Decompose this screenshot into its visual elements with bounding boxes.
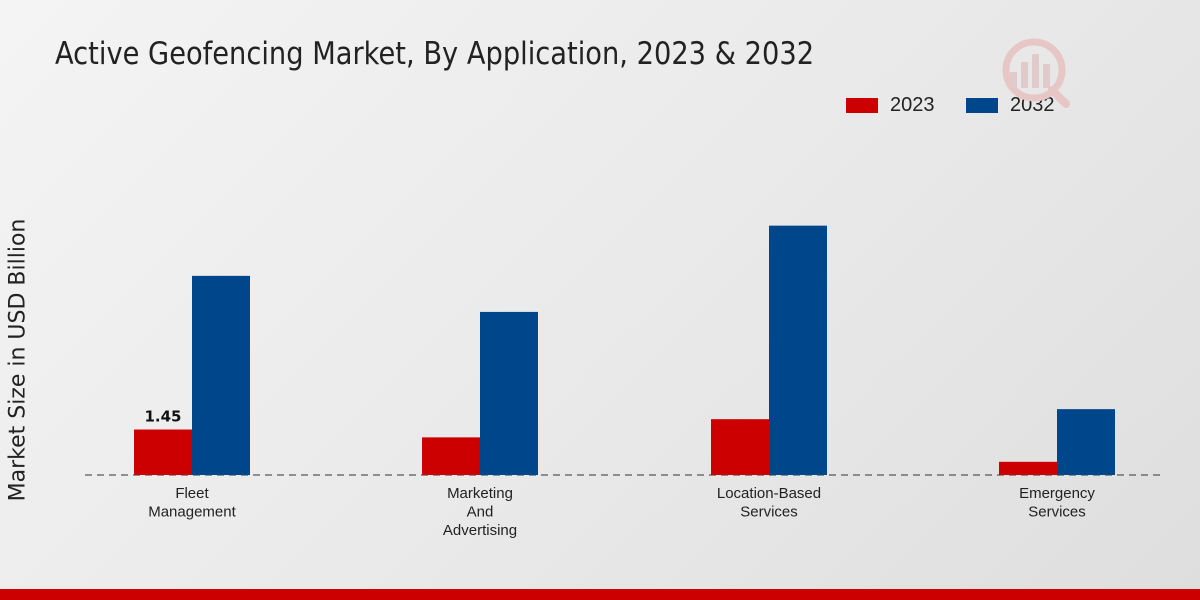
chart-title: Active Geofencing Market, By Application… bbox=[55, 36, 815, 72]
x-tick-label-3: Emergency Services bbox=[1019, 485, 1095, 521]
bar-2023-1 bbox=[422, 437, 480, 475]
bar-2032-3 bbox=[1057, 409, 1115, 475]
bar-2023-0 bbox=[134, 429, 192, 475]
bar-2032-0 bbox=[192, 275, 250, 475]
legend-item-2023: 2023 bbox=[846, 94, 935, 117]
watermark-logo-icon bbox=[1002, 38, 1070, 108]
bar-2032-2 bbox=[769, 225, 827, 475]
bar-2023-3 bbox=[999, 461, 1057, 475]
x-tick-label-1: Marketing And Advertising bbox=[443, 485, 517, 539]
bar-2023-2 bbox=[711, 419, 769, 475]
data-label-0: 1.45 bbox=[144, 408, 181, 426]
bar-2032-1 bbox=[480, 311, 538, 475]
bottom-accent-bar bbox=[0, 589, 1200, 600]
legend-swatch-2032 bbox=[966, 98, 998, 113]
x-tick-label-0: Fleet Management bbox=[148, 485, 236, 521]
legend-swatch-2023 bbox=[846, 98, 878, 113]
x-tick-label-2: Location-Based Services bbox=[717, 485, 821, 521]
legend-label-2023: 2023 bbox=[890, 94, 935, 116]
